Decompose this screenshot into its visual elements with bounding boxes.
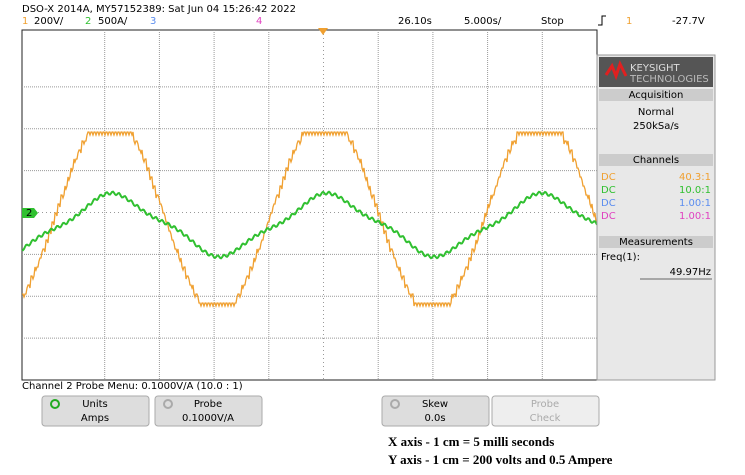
- ch2-num: 2: [85, 16, 91, 27]
- ch2-scale: 500A/: [98, 16, 128, 27]
- acquisition-rate: 250kSa/s: [633, 121, 679, 132]
- ch4-num: 4: [256, 16, 262, 27]
- ground-marker-shape: [22, 208, 38, 218]
- brand: KEYSIGHT: [630, 63, 681, 74]
- softkey[interactable]: [491, 395, 600, 427]
- softkey-label: Probe: [531, 399, 559, 410]
- channels-header: [599, 154, 713, 166]
- softkey-value: Check: [530, 413, 561, 424]
- channel-ratio: 40.3:1: [679, 172, 711, 183]
- softkey-icon: [50, 399, 60, 409]
- instrument-info: DSO-X 2014A, MY57152389: Sat Jun 04 15:2…: [22, 4, 296, 15]
- softkey[interactable]: [154, 395, 263, 427]
- channel-coupling: DC: [601, 198, 616, 209]
- brand-sub: TECHNOLOGIES: [629, 74, 709, 85]
- ch2-trace: [21, 190, 598, 260]
- measurements-title: Measurements: [619, 237, 693, 248]
- softkey-value: Amps: [81, 413, 109, 424]
- channel-coupling: DC: [601, 185, 616, 196]
- ground-marker: 2: [26, 208, 32, 219]
- softkey-value: 0.0s: [424, 413, 445, 424]
- trigger-position-marker: [318, 28, 328, 35]
- acquisition-header: [599, 89, 713, 101]
- trigger-icon: [598, 15, 606, 26]
- trigger-source: 1: [626, 16, 632, 27]
- side-panel: [596, 54, 716, 381]
- measurements-header: [599, 236, 713, 248]
- brand-logo: [604, 60, 628, 81]
- caption-x: X axis - 1 cm = 5 milli seconds: [388, 434, 554, 449]
- channel-rows: DC 40.3:1 DC 10.0:1 DC 1.00:1 DC 1.00:1: [601, 172, 711, 222]
- ch1-scale: 200V/: [34, 16, 64, 27]
- measurement-value: 49.97Hz: [670, 267, 711, 278]
- graticule-frame: [21, 29, 598, 381]
- softkey[interactable]: [41, 395, 150, 427]
- channels-title: Channels: [633, 155, 679, 166]
- traces: [21, 131, 598, 309]
- softkey-label: Probe: [194, 399, 222, 410]
- softkey-label: Units: [82, 399, 108, 410]
- ch1-trace: [22, 131, 598, 309]
- measurement-label: Freq(1):: [601, 252, 640, 263]
- channel-coupling: DC: [601, 172, 616, 183]
- acquisition-mode: Normal: [638, 107, 674, 118]
- caption-y: Y axis - 1 cm = 200 volts and 0.5 Ampere: [388, 452, 613, 467]
- acquisition-title: Acquisition: [629, 90, 684, 101]
- channel-ratio: 1.00:1: [679, 198, 711, 209]
- time-position: 26.10s: [398, 16, 432, 27]
- channel-ratio: 10.0:1: [679, 185, 711, 196]
- softkey-icon: [390, 399, 400, 409]
- run-state: Stop: [541, 16, 564, 27]
- ch1-num: 1: [22, 16, 28, 27]
- softkey-icon: [163, 399, 173, 409]
- softkey-label: Skew: [422, 399, 448, 410]
- softkeys: Units Amps Probe 0.1000V/A Skew 0.0s Probe Chec…: [41, 395, 600, 427]
- softkey[interactable]: [381, 395, 490, 427]
- trigger-level: -27.7V: [672, 16, 705, 27]
- channel-coupling: DC: [601, 211, 616, 222]
- softkey-value: 0.1000V/A: [182, 413, 234, 424]
- ch3-num: 3: [150, 16, 156, 27]
- time-scale: 5.000s/: [464, 16, 502, 27]
- menu-title: Channel 2 Probe Menu: 0.1000V/A (10.0 : …: [22, 381, 243, 392]
- channel-ratio: 1.00:1: [679, 211, 711, 222]
